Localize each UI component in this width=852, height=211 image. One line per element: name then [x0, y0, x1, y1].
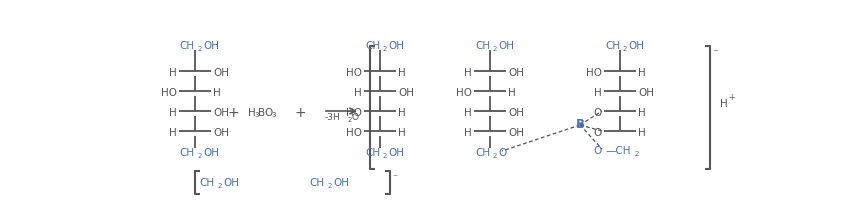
Text: O: O: [594, 146, 602, 156]
Text: OH: OH: [213, 108, 229, 118]
Text: H: H: [464, 128, 472, 138]
Text: ⁻: ⁻: [712, 48, 718, 58]
Text: +: +: [728, 93, 734, 103]
Text: H: H: [398, 68, 406, 78]
Text: CH: CH: [605, 41, 620, 51]
Text: 2: 2: [328, 183, 332, 189]
Text: O: O: [594, 108, 602, 118]
Text: HO: HO: [346, 68, 362, 78]
Text: OH: OH: [508, 128, 524, 138]
Text: 2: 2: [493, 153, 498, 159]
Text: CH: CH: [365, 148, 380, 158]
Text: H: H: [638, 68, 646, 78]
Text: OH: OH: [388, 148, 404, 158]
Text: 2: 2: [623, 46, 627, 52]
Text: HO: HO: [161, 88, 177, 98]
Text: H: H: [594, 88, 602, 98]
Text: —CH: —CH: [605, 146, 630, 156]
Text: OH: OH: [203, 41, 219, 51]
Text: CH: CH: [310, 178, 325, 188]
Text: H: H: [170, 128, 177, 138]
Text: CH: CH: [475, 41, 490, 51]
Text: H: H: [464, 108, 472, 118]
Text: HO: HO: [346, 128, 362, 138]
Text: -3H: -3H: [325, 114, 341, 123]
Text: H: H: [354, 88, 362, 98]
Text: OH: OH: [213, 68, 229, 78]
Text: OH: OH: [388, 41, 404, 51]
Text: OH: OH: [508, 68, 524, 78]
Text: H: H: [398, 108, 406, 118]
Text: H: H: [638, 128, 646, 138]
Text: 2: 2: [493, 46, 498, 52]
Text: BO: BO: [258, 108, 273, 118]
Text: 3: 3: [271, 112, 275, 118]
Text: H: H: [398, 128, 406, 138]
Text: CH: CH: [180, 148, 195, 158]
Text: CH: CH: [475, 148, 490, 158]
Text: OH: OH: [398, 88, 414, 98]
Text: +: +: [227, 106, 239, 120]
Text: 2: 2: [218, 183, 222, 189]
Text: O: O: [352, 114, 359, 123]
Text: OH: OH: [638, 88, 654, 98]
Text: H: H: [170, 68, 177, 78]
Text: OH: OH: [333, 178, 349, 188]
Text: 2: 2: [198, 46, 203, 52]
Text: 3: 3: [254, 112, 258, 118]
Text: ⁻: ⁻: [392, 173, 397, 183]
Text: 2: 2: [635, 151, 639, 157]
Text: 2: 2: [383, 153, 388, 159]
Text: CH: CH: [200, 178, 215, 188]
Text: OH: OH: [498, 41, 514, 51]
Text: CH: CH: [365, 41, 380, 51]
Text: HO: HO: [456, 88, 472, 98]
Text: OH: OH: [223, 178, 239, 188]
Text: H: H: [638, 108, 646, 118]
Text: B: B: [575, 119, 584, 131]
Text: OH: OH: [213, 128, 229, 138]
Text: H: H: [464, 68, 472, 78]
Text: H: H: [248, 108, 256, 118]
Text: H: H: [720, 99, 728, 109]
Text: O: O: [498, 148, 506, 158]
Text: OH: OH: [628, 41, 644, 51]
Text: H: H: [508, 88, 515, 98]
Text: +: +: [294, 106, 306, 120]
Text: HO: HO: [586, 68, 602, 78]
Text: O: O: [594, 128, 602, 138]
Text: OH: OH: [203, 148, 219, 158]
Text: HO: HO: [346, 108, 362, 118]
Text: 2: 2: [348, 117, 352, 123]
Text: OH: OH: [508, 108, 524, 118]
Text: H: H: [213, 88, 221, 98]
Text: H: H: [170, 108, 177, 118]
Text: 2: 2: [383, 46, 388, 52]
Text: 2: 2: [198, 153, 203, 159]
Text: CH: CH: [180, 41, 195, 51]
